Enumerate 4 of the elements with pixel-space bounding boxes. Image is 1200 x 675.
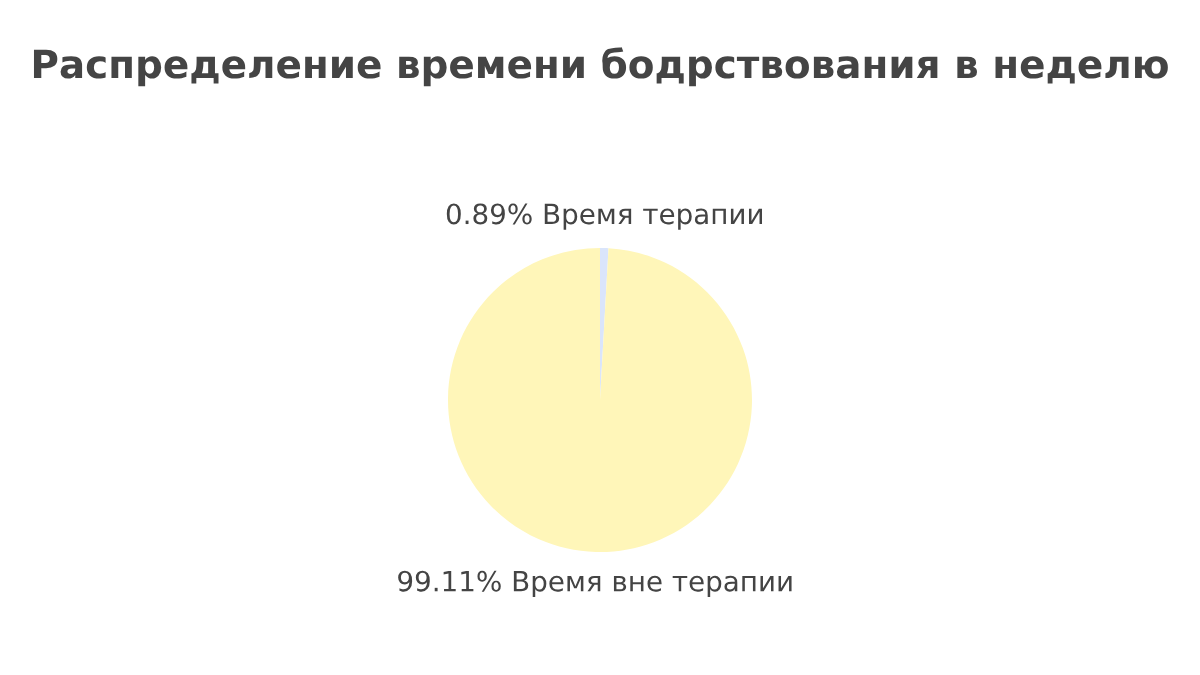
chart-title: Распределение времени бодрствования в неделю <box>33 47 1168 87</box>
pie-slice <box>448 248 752 552</box>
slice-label: 0.89% Время терапии <box>446 203 763 230</box>
slice-label: 99.11% Время вне терапии <box>398 570 792 598</box>
